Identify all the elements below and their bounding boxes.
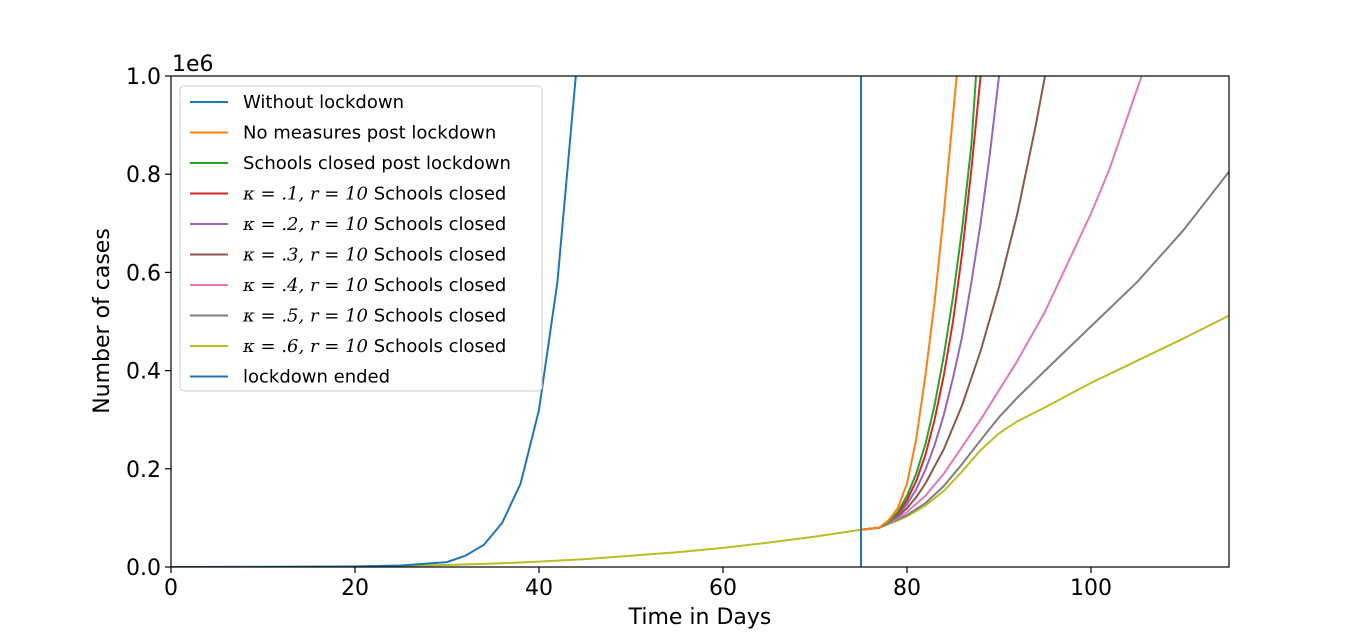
- series-line-schools-closed-post-lockdown: [860, 76, 977, 531]
- x-tick-label: 20: [341, 576, 369, 601]
- legend-label: Schools closed post lockdown: [243, 153, 511, 174]
- x-axis-ticks: 0 20 40 60 80 100: [164, 567, 1112, 601]
- legend-box: [179, 85, 543, 392]
- legend-label: κ = .1, r = 10 Schools closed: [242, 184, 506, 205]
- series-line-2-r-10-schools-closed: [860, 76, 1000, 531]
- legend-label: κ = .2, r = 10 Schools closed: [242, 214, 506, 235]
- y-tick-label: 1.0: [126, 65, 161, 90]
- series-line-6-r-10-schools-closed: [860, 314, 1229, 531]
- legend-label: κ = .6, r = 10 Schools closed: [242, 336, 506, 357]
- legend-label: κ = .3, r = 10 Schools closed: [242, 245, 506, 266]
- legend-label: No measures post lockdown: [243, 123, 496, 144]
- y-axis-title: Number of cases: [90, 228, 115, 414]
- y-tick-label: 0.6: [126, 261, 161, 286]
- y-axis-ticks: 0.0 0.2 0.4 0.6 0.8 1.0: [126, 65, 171, 581]
- legend-label: κ = .5, r = 10 Schools closed: [242, 306, 506, 327]
- legend-label: lockdown ended: [243, 367, 390, 388]
- x-tick-label: 100: [1070, 576, 1112, 601]
- series-line-4-r-10-schools-closed: [860, 76, 1143, 531]
- y-tick-label: 0.0: [126, 556, 161, 581]
- series-line-5-r-10-schools-closed: [860, 171, 1229, 531]
- x-tick-label: 60: [709, 576, 737, 601]
- legend-label: κ = .4, r = 10 Schools closed: [242, 275, 506, 296]
- legend-label: Without lockdown: [243, 92, 404, 113]
- x-tick-label: 40: [525, 576, 553, 601]
- x-tick-label: 0: [164, 576, 178, 601]
- plot-area-frame: [170, 75, 1230, 568]
- y-tick-label: 0.4: [126, 360, 161, 385]
- series-line-pre-lockdown: [171, 528, 862, 567]
- y-tick-label: 0.8: [126, 163, 161, 188]
- y-tick-label: 0.2: [126, 458, 161, 483]
- data-series-group: [171, 76, 1229, 567]
- series-line-no-measures-post-lockdown: [860, 76, 958, 531]
- y-axis-offset-label: 1e6: [172, 52, 214, 77]
- x-axis-title: Time in Days: [628, 605, 772, 630]
- legend: Without lockdown No measures post lockdow…: [179, 85, 543, 392]
- x-tick-label: 80: [893, 576, 921, 601]
